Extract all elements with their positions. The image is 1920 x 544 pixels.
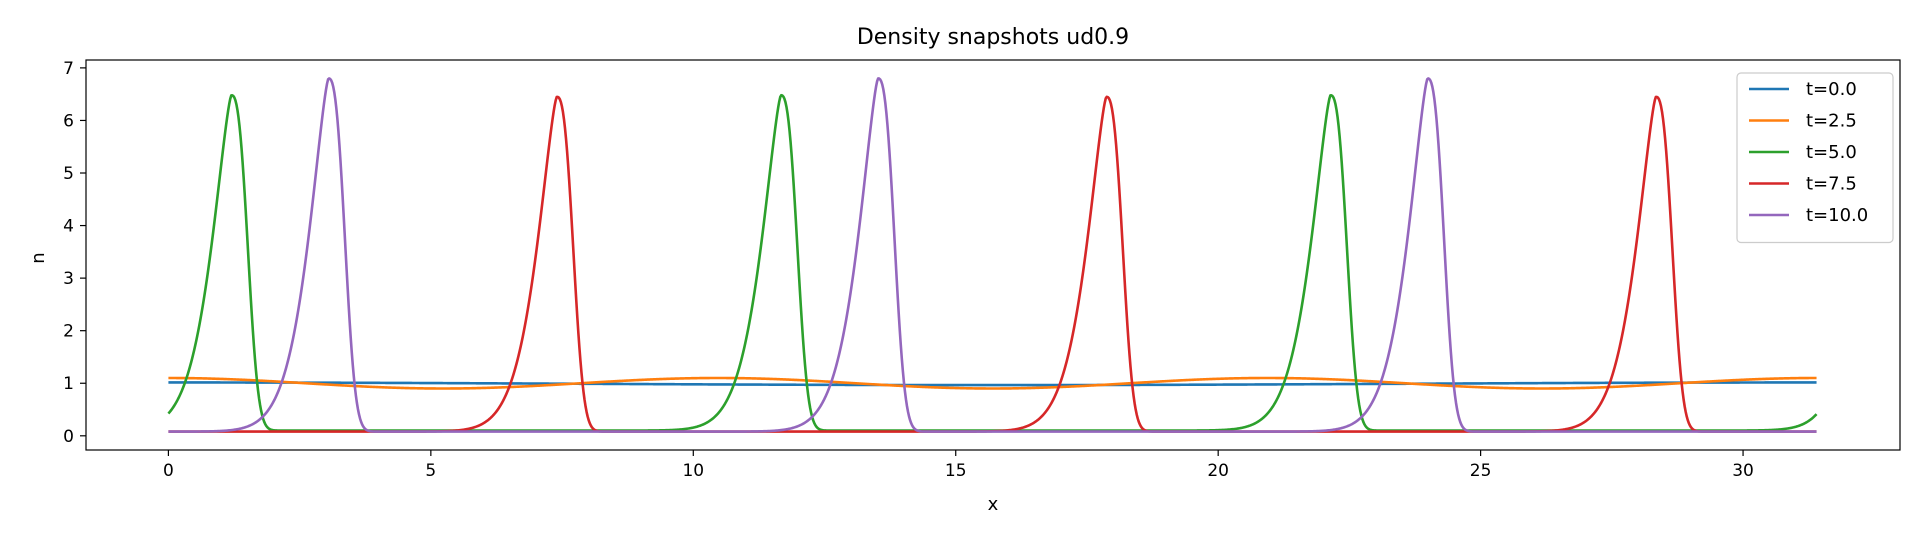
y-tick-label: 5 <box>63 164 74 184</box>
y-tick-label: 3 <box>63 269 74 289</box>
plot-lines <box>167 77 1818 433</box>
x-tick-label: 25 <box>1470 461 1492 481</box>
y-tick-label: 6 <box>63 111 74 131</box>
y-tick-label: 1 <box>63 374 74 394</box>
x-tick-label: 30 <box>1732 461 1754 481</box>
x-tick-label: 20 <box>1207 461 1229 481</box>
series-line-3 <box>168 95 1817 433</box>
y-axis-label: n <box>28 252 49 263</box>
x-tick-label: 0 <box>163 461 174 481</box>
series-line-0 <box>168 381 1817 387</box>
legend-label: t=0.0 <box>1806 79 1857 100</box>
plot-frame <box>85 59 1901 451</box>
legend-label: t=10.0 <box>1806 205 1868 226</box>
series-line-4 <box>168 77 1817 433</box>
y-tick-label: 0 <box>63 427 74 447</box>
y-tick-label: 2 <box>63 322 74 342</box>
legend-box <box>1736 72 1894 244</box>
x-tick-label: 5 <box>425 461 436 481</box>
x-axis-label: x <box>988 494 999 515</box>
series-line-1 <box>168 376 1817 390</box>
y-tick-label: 7 <box>63 59 74 79</box>
x-tick-label: 10 <box>682 461 704 481</box>
y-axis-ticks: 0 1 2 3 4 5 6 7 <box>63 59 86 447</box>
chart-title: Density snapshots ud0.9 <box>857 25 1129 50</box>
legend-label: t=5.0 <box>1806 142 1857 163</box>
x-axis-ticks: 0 5 10 15 20 25 30 <box>163 450 1754 481</box>
legend: t=0.0 t=2.5 t=5.0 t=7.5 t=10.0 <box>1736 72 1894 244</box>
legend-label: t=2.5 <box>1806 111 1857 132</box>
x-tick-label: 15 <box>945 461 967 481</box>
series-line-2 <box>167 93 1818 432</box>
y-tick-label: 4 <box>63 217 74 237</box>
legend-label: t=7.5 <box>1806 174 1857 195</box>
